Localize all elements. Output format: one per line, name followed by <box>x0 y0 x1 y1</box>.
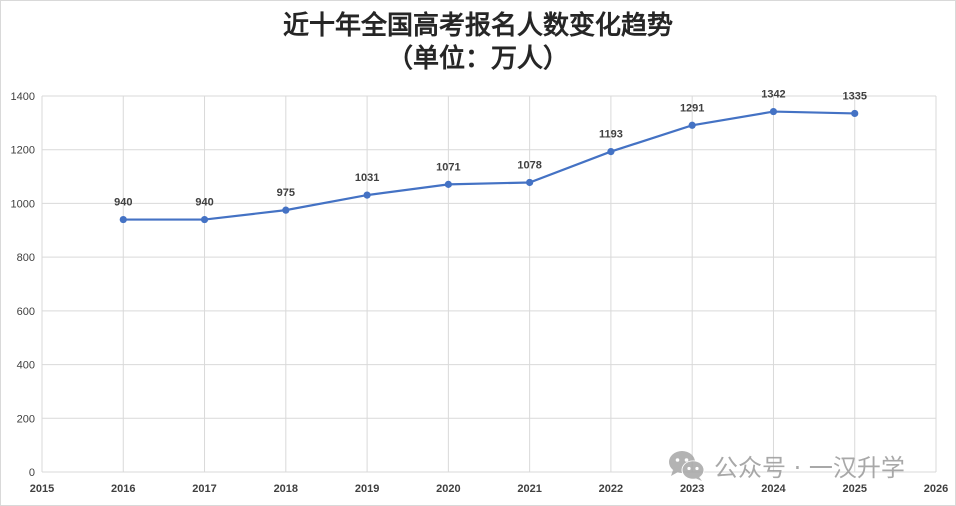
data-label: 1342 <box>761 89 785 101</box>
data-point <box>688 121 696 129</box>
y-tick-label: 1000 <box>11 198 35 210</box>
x-tick-label: 2023 <box>680 483 704 495</box>
data-label: 1335 <box>842 90 866 102</box>
data-point <box>526 178 534 187</box>
watermark-text: 公众号 · 一汉升学 <box>714 454 905 482</box>
wechat-icon <box>669 450 705 481</box>
data-labels: 940 940 975 1031 1071 1078 1193 1291 1342 1335 <box>114 89 867 209</box>
y-tick-label: 800 <box>17 252 35 264</box>
series-polyline <box>123 110 855 221</box>
x-tick-label: 2018 <box>274 483 298 495</box>
x-tick-label: 2026 <box>924 483 948 495</box>
data-label: 1031 <box>355 172 379 184</box>
y-tick-label: 0 <box>29 467 35 479</box>
x-tick-label: 2017 <box>192 483 216 495</box>
data-point <box>444 180 452 188</box>
data-point <box>769 107 778 116</box>
x-tick-label: 2025 <box>842 483 866 495</box>
y-tick-label: 200 <box>17 413 35 425</box>
data-label: 940 <box>114 197 132 209</box>
data-label: 1078 <box>517 159 541 171</box>
x-tick-label: 2020 <box>436 483 460 495</box>
x-axis-ticks: 2015 2016 2017 2018 2019 2020 2021 2022 2023 2024… <box>30 483 948 495</box>
y-axis-ticks: 0 200 400 600 800 1000 1200 1400 <box>11 91 35 479</box>
data-point <box>363 191 371 199</box>
data-point <box>282 206 290 214</box>
x-tick-label: 2022 <box>599 483 623 495</box>
data-label: 1071 <box>436 161 460 173</box>
x-tick-label: 2021 <box>517 483 541 495</box>
x-tick-label: 2015 <box>30 483 54 495</box>
series-line <box>119 107 859 224</box>
chart-title: 近十年全国高考报名人数变化趋势 <box>282 11 673 41</box>
y-tick-label: 1200 <box>11 145 35 157</box>
watermark: 公众号 · 一汉升学 <box>668 448 905 483</box>
x-tick-label: 2016 <box>111 483 135 495</box>
data-label: 940 <box>195 197 213 209</box>
data-label: 1193 <box>599 129 623 141</box>
gridlines <box>41 95 937 473</box>
y-tick-label: 600 <box>17 306 35 318</box>
data-label: 975 <box>277 187 295 199</box>
data-point <box>200 215 209 224</box>
x-tick-label: 2024 <box>761 483 786 495</box>
y-tick-label: 1400 <box>11 91 35 103</box>
y-tick-label: 400 <box>17 360 35 372</box>
x-tick-label: 2019 <box>355 483 379 495</box>
chart-subtitle-unit: （单位：万人） <box>386 44 569 74</box>
data-label: 1291 <box>680 102 704 114</box>
data-point <box>119 215 127 224</box>
data-point <box>607 147 615 156</box>
data-point <box>851 109 859 118</box>
